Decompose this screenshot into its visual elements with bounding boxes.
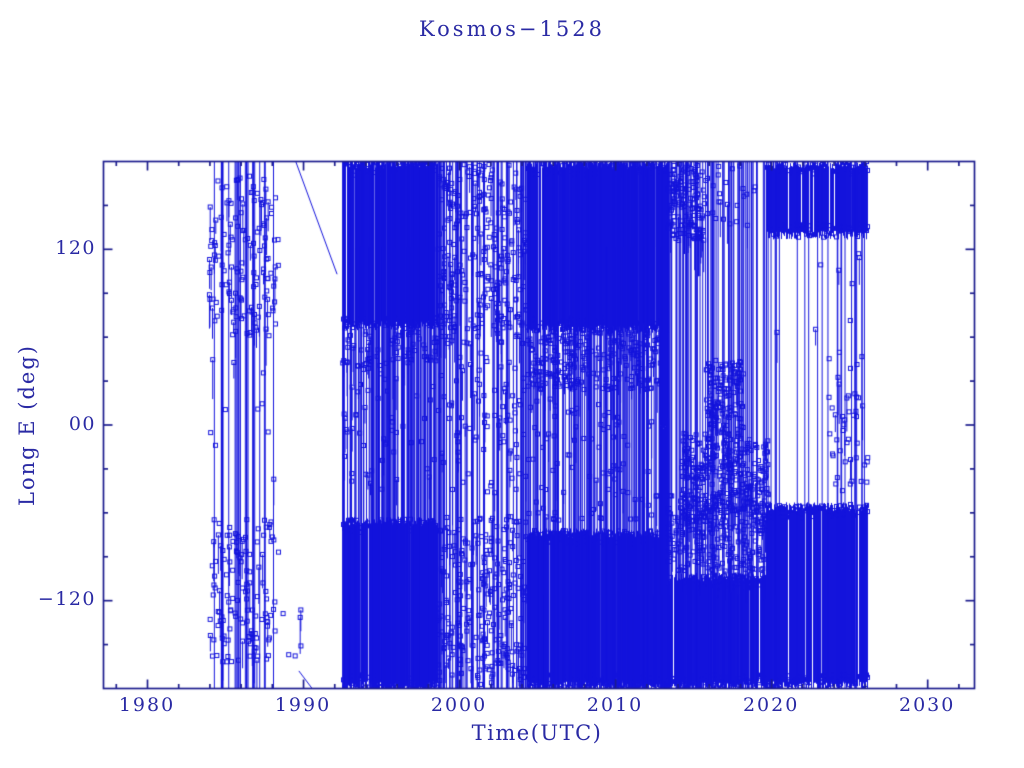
chart-title: Kosmos−1528 [419, 17, 605, 41]
y-tick-label: 00 [68, 412, 96, 435]
y-tick-label: −120 [37, 588, 96, 611]
x-tick-label: 1980 [118, 694, 176, 716]
x-axis-label: Time(UTC) [471, 721, 603, 745]
x-tick-label: 1990 [274, 694, 332, 716]
x-tick-label: 2030 [899, 694, 956, 716]
y-tick-label: 120 [55, 236, 96, 259]
x-tick-label: 2020 [742, 694, 800, 716]
x-tick-label: 2010 [586, 694, 644, 716]
x-tick-label: 2000 [430, 694, 488, 716]
